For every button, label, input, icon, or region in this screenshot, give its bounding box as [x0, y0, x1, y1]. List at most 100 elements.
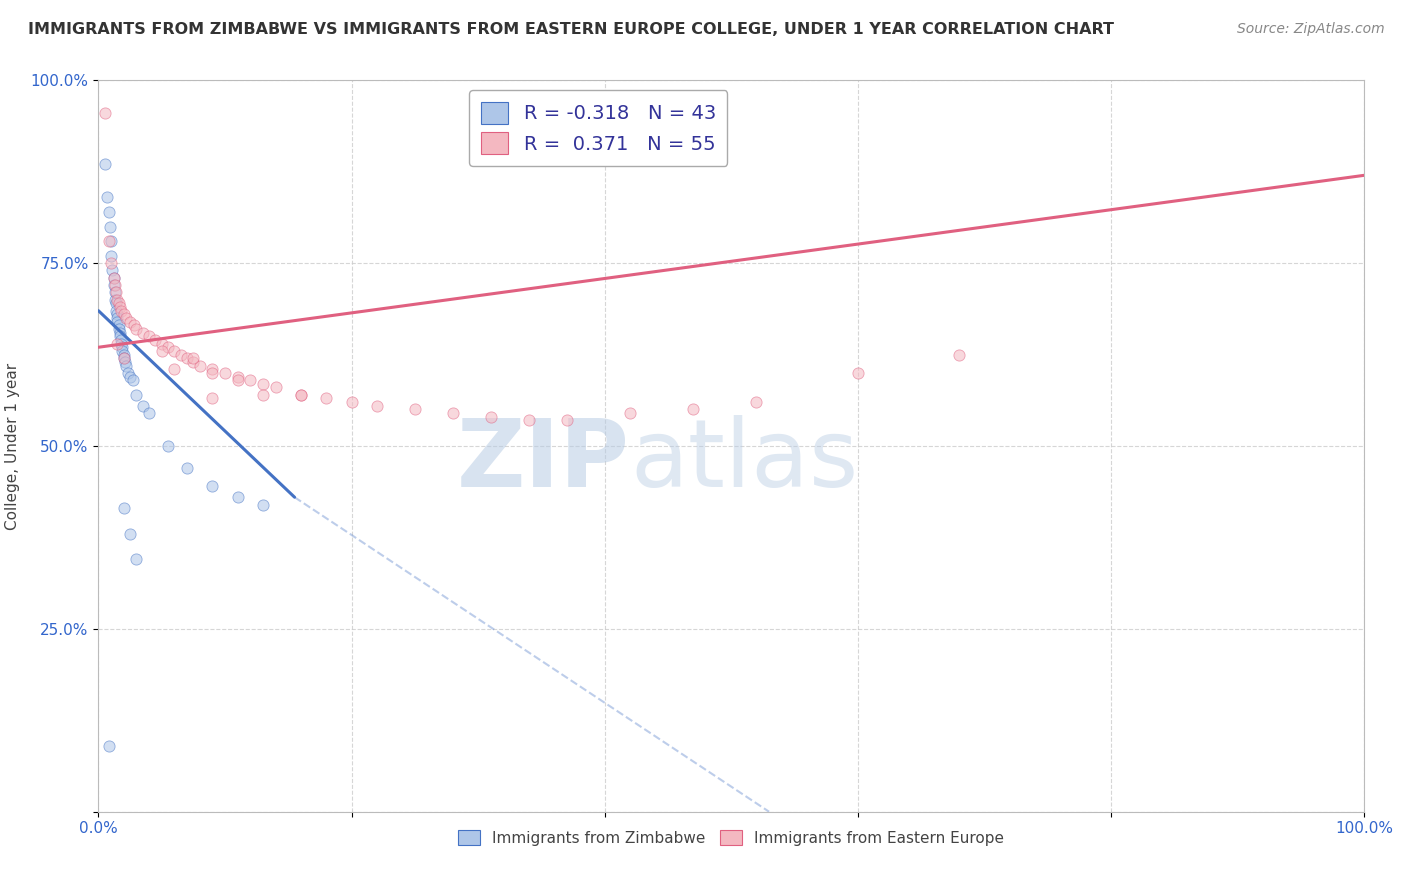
- Point: [366, 399, 388, 413]
- Point: [105, 285, 128, 300]
- Point: [252, 388, 274, 402]
- Point: [183, 355, 205, 369]
- Point: [97, 205, 120, 219]
- Point: [226, 369, 249, 384]
- Point: [97, 234, 120, 248]
- Point: [138, 406, 160, 420]
- Point: [441, 406, 464, 420]
- Point: [125, 388, 148, 402]
- Point: [112, 501, 135, 516]
- Point: [108, 300, 131, 314]
- Point: [479, 409, 502, 424]
- Point: [108, 326, 131, 340]
- Point: [112, 351, 135, 366]
- Point: [264, 380, 287, 394]
- Point: [97, 739, 120, 753]
- Point: [120, 369, 141, 384]
- Point: [226, 490, 249, 504]
- Point: [98, 219, 121, 234]
- Point: [103, 270, 125, 285]
- Point: [201, 392, 224, 406]
- Point: [315, 392, 337, 406]
- Point: [948, 347, 970, 362]
- Point: [290, 388, 312, 402]
- Point: [132, 399, 155, 413]
- Text: atlas: atlas: [630, 415, 858, 507]
- Point: [163, 362, 186, 376]
- Point: [150, 336, 173, 351]
- Point: [138, 329, 160, 343]
- Point: [107, 307, 129, 321]
- Point: [121, 373, 143, 387]
- Point: [115, 310, 138, 325]
- Point: [125, 552, 148, 566]
- Point: [214, 366, 236, 380]
- Point: [176, 461, 198, 475]
- Point: [682, 402, 704, 417]
- Point: [107, 310, 129, 325]
- Point: [112, 347, 135, 362]
- Point: [115, 359, 138, 373]
- Point: [132, 326, 155, 340]
- Point: [239, 373, 262, 387]
- Point: [120, 315, 141, 329]
- Point: [226, 373, 249, 387]
- Point: [104, 293, 127, 307]
- Point: [104, 278, 127, 293]
- Point: [107, 293, 129, 307]
- Point: [112, 307, 135, 321]
- Point: [157, 439, 180, 453]
- Point: [93, 106, 117, 120]
- Point: [117, 366, 139, 380]
- Point: [555, 413, 578, 427]
- Point: [183, 351, 205, 366]
- Point: [103, 278, 125, 293]
- Point: [104, 285, 127, 300]
- Point: [107, 318, 129, 333]
- Point: [107, 336, 129, 351]
- Point: [252, 376, 274, 391]
- Point: [100, 249, 122, 263]
- Point: [176, 351, 198, 366]
- Point: [252, 498, 274, 512]
- Text: Source: ZipAtlas.com: Source: ZipAtlas.com: [1237, 22, 1385, 37]
- Point: [201, 362, 224, 376]
- Point: [93, 157, 117, 171]
- Point: [145, 333, 166, 347]
- Point: [745, 395, 768, 409]
- Point: [201, 479, 224, 493]
- Point: [163, 343, 186, 358]
- Point: [120, 526, 141, 541]
- Point: [103, 270, 125, 285]
- Point: [157, 340, 180, 354]
- Point: [340, 395, 363, 409]
- Point: [100, 256, 122, 270]
- Point: [110, 333, 132, 347]
- Point: [101, 263, 124, 277]
- Point: [108, 329, 131, 343]
- Point: [107, 315, 129, 329]
- Point: [110, 336, 132, 351]
- Point: [107, 296, 129, 310]
- Point: [150, 343, 173, 358]
- Point: [105, 296, 128, 310]
- Text: ZIP: ZIP: [457, 415, 630, 507]
- Point: [404, 402, 426, 417]
- Point: [201, 366, 224, 380]
- Point: [125, 322, 148, 336]
- Point: [114, 355, 136, 369]
- Point: [111, 340, 134, 354]
- Point: [111, 343, 134, 358]
- Point: [188, 359, 211, 373]
- Point: [107, 322, 129, 336]
- Point: [100, 234, 122, 248]
- Point: [846, 366, 869, 380]
- Point: [122, 318, 145, 333]
- Point: [105, 303, 128, 318]
- Point: [96, 190, 118, 204]
- Point: [619, 406, 641, 420]
- Y-axis label: College, Under 1 year: College, Under 1 year: [4, 362, 20, 530]
- Point: [110, 303, 132, 318]
- Legend: Immigrants from Zimbabwe, Immigrants from Eastern Europe: Immigrants from Zimbabwe, Immigrants fro…: [453, 823, 1010, 852]
- Text: IMMIGRANTS FROM ZIMBABWE VS IMMIGRANTS FROM EASTERN EUROPE COLLEGE, UNDER 1 YEAR: IMMIGRANTS FROM ZIMBABWE VS IMMIGRANTS F…: [28, 22, 1114, 37]
